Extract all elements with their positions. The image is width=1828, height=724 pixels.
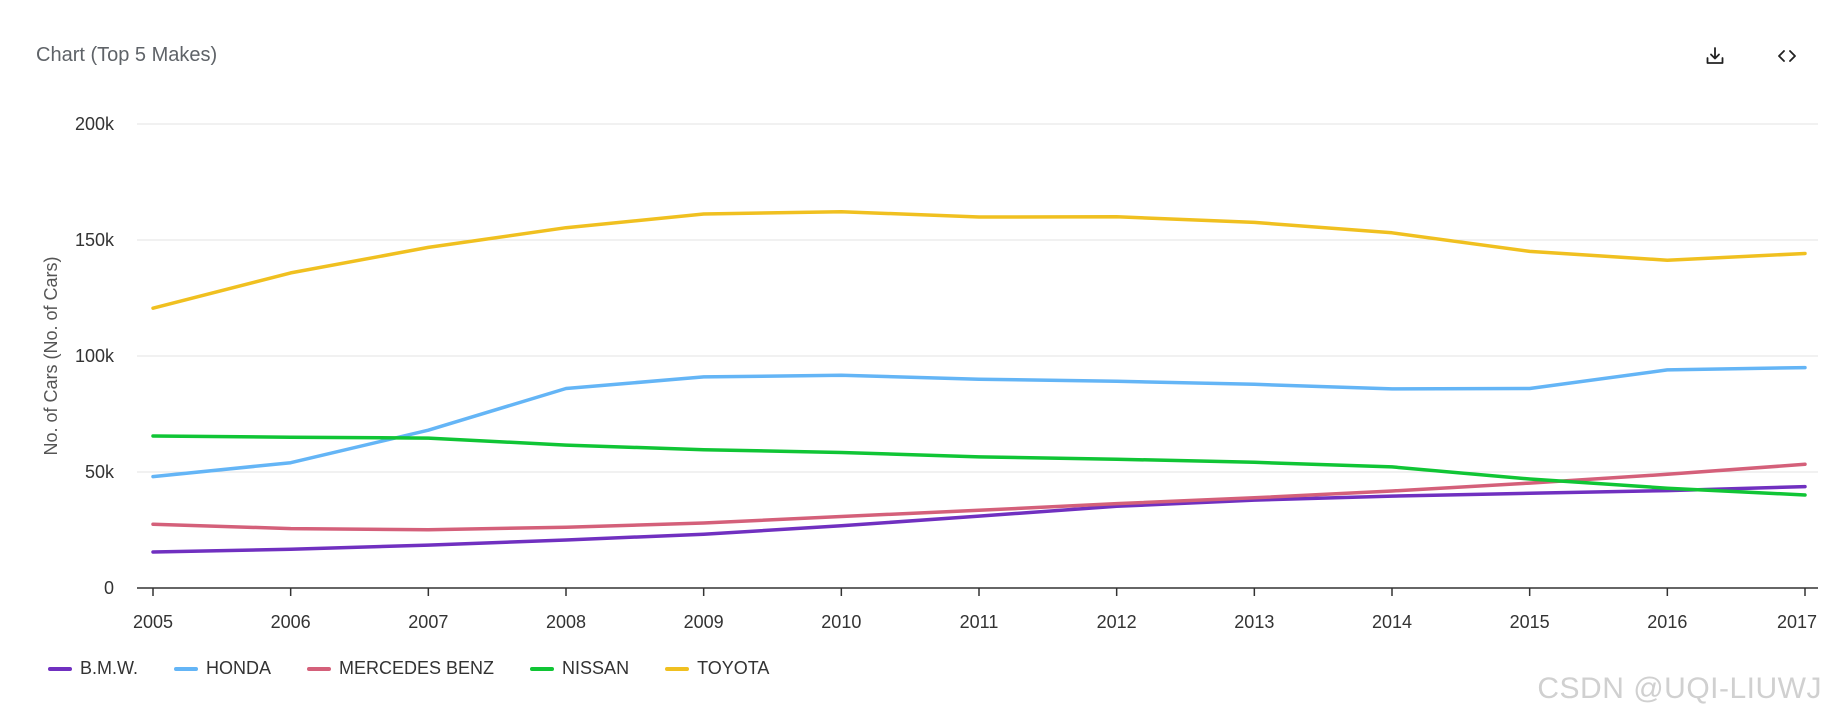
legend-swatch bbox=[307, 666, 332, 671]
legend-swatch bbox=[530, 666, 555, 671]
x-tick-label: 2009 bbox=[684, 612, 724, 632]
series-line-nissan[interactable] bbox=[151, 434, 1807, 497]
y-tick-label: 50k bbox=[85, 462, 115, 482]
x-tick-label: 2013 bbox=[1234, 612, 1274, 632]
x-tick-label: 2010 bbox=[821, 612, 861, 632]
legend-item-toyota[interactable]: TOYOTA bbox=[665, 658, 769, 679]
x-tick-label: 2015 bbox=[1510, 612, 1550, 632]
code-icon bbox=[1778, 50, 1796, 62]
y-tick-label: 200k bbox=[75, 114, 115, 134]
legend-item-honda[interactable]: HONDA bbox=[174, 658, 271, 679]
y-tick-label: 0 bbox=[104, 578, 114, 598]
watermark-text: CSDN @UQI-LIUWJ bbox=[1537, 672, 1822, 705]
series-line-toyota[interactable] bbox=[151, 209, 1807, 310]
y-axis-title: No. of Cars (No. of Cars) bbox=[41, 256, 61, 455]
series-line-honda[interactable] bbox=[151, 365, 1807, 479]
series-line-mercedes-benz[interactable] bbox=[151, 462, 1807, 532]
chart-title: Chart (Top 5 Makes) bbox=[36, 44, 218, 66]
x-tick-label: 2012 bbox=[1097, 612, 1137, 632]
legend-item-mercedes-benz[interactable]: MERCEDES BENZ bbox=[307, 658, 494, 679]
legend-label: MERCEDES BENZ bbox=[339, 658, 495, 678]
legend-label: TOYOTA bbox=[697, 658, 770, 678]
legend-swatch bbox=[665, 666, 690, 671]
legend-swatch bbox=[48, 666, 72, 671]
x-tick-label: 2014 bbox=[1372, 612, 1412, 632]
y-axis-title-group: No. of Cars (No. of Cars) bbox=[41, 256, 61, 455]
x-tick-label: 2006 bbox=[271, 612, 311, 632]
legend-swatch bbox=[174, 666, 198, 671]
x-tick-label: 2008 bbox=[546, 612, 586, 632]
chart-legend: B.M.W. HONDA MERCEDES BENZ NISSAN TOYOTA bbox=[48, 658, 805, 679]
x-tick-label: 2016 bbox=[1647, 612, 1687, 632]
series-line-b-m-w[interactable] bbox=[151, 484, 1807, 554]
legend-label: NISSAN bbox=[562, 658, 630, 678]
x-tick-label: 2007 bbox=[408, 612, 448, 632]
series-lines bbox=[151, 209, 1807, 554]
x-tick-label: 2005 bbox=[133, 612, 173, 632]
x-tick-label: 2017 bbox=[1777, 612, 1817, 632]
y-tick-label: 100k bbox=[75, 346, 115, 366]
legend-item-nissan[interactable]: NISSAN bbox=[530, 658, 629, 679]
download-button[interactable] bbox=[1701, 42, 1729, 70]
code-view-button[interactable] bbox=[1773, 42, 1801, 70]
y-tick-label: 150k bbox=[75, 230, 115, 250]
legend-label: B.M.W. bbox=[80, 658, 138, 678]
gridlines bbox=[137, 123, 1818, 473]
x-tick-label: 2011 bbox=[960, 612, 999, 632]
download-icon bbox=[1706, 47, 1724, 64]
legend-item-b-m-w[interactable]: B.M.W. bbox=[48, 658, 138, 679]
legend-label: HONDA bbox=[206, 658, 272, 678]
axes: 0 50k 100k 150k 200k 2005 2006 2007 2008 2009 2010… bbox=[75, 114, 1818, 632]
